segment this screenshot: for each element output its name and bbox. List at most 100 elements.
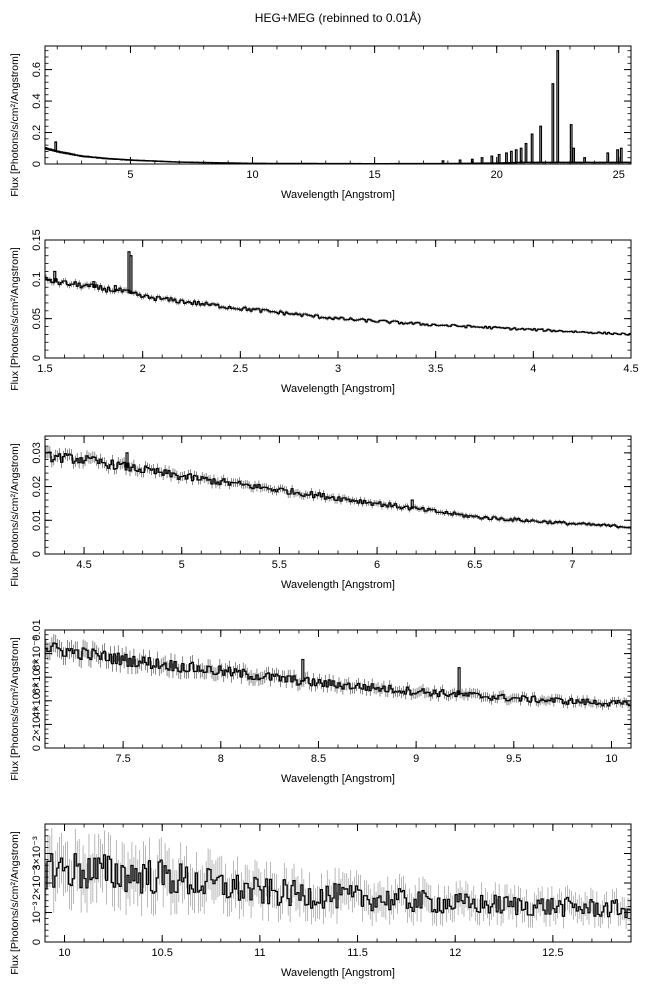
x-tick-label: 7.5 (115, 753, 130, 765)
x-tick-label: 7 (569, 559, 575, 571)
x-tick-label: 10 (246, 169, 258, 181)
y-axis-label: Flux [Photons/s/cm²/Angstrom] (9, 247, 21, 391)
x-tick-label: 12.5 (542, 947, 563, 959)
panel-1: 5 10 15 20 25 0 0.2 0.4 0.6 Wavelength [Angstrom]… (9, 45, 632, 201)
emission-line-2 (92, 281, 96, 288)
emission-line-1 (125, 452, 129, 468)
y-tick-label: 0.01 (31, 619, 43, 640)
x-tick-label: 5.5 (272, 559, 287, 571)
panel-3: 4.5 5 5.5 6 6.5 7 0 0.01 0.02 0.03 Wavelength [Ang… (9, 435, 632, 591)
error-bars (45, 446, 631, 530)
spectrum-line (45, 642, 631, 707)
emission-line-17 (569, 124, 573, 164)
y-tick-label: 4×10⁻³ (31, 683, 43, 718)
y-tick-label: 0 (31, 939, 43, 945)
x-tick-label: 2.5 (233, 363, 248, 375)
y-axis-label: Flux [Photons/s/cm²/Angstrom] (9, 831, 21, 975)
x-tick-label: 5 (127, 169, 133, 181)
y-tick-label: 0.1 (31, 272, 43, 287)
x-tick-label: 2 (140, 363, 146, 375)
y-tick-label: 0.6 (31, 62, 43, 77)
x-axis-label: Wavelength [Angstrom] (281, 773, 395, 785)
x-tick-label: 20 (491, 169, 503, 181)
x-tick-label: 4 (530, 363, 536, 375)
y-tick-label: 0.15 (31, 229, 43, 250)
emission-line-19 (583, 157, 587, 164)
figure-title: HEG+MEG (rebinned to 0.01Å) (255, 10, 421, 25)
x-tick-label: 25 (613, 169, 625, 181)
spectrum-series (45, 634, 631, 710)
y-tick-label: 2×10⁻³ (31, 707, 43, 742)
y-tick-label: 0.4 (31, 93, 43, 108)
emission-line-1 (54, 141, 58, 152)
x-tick-label: 10.5 (151, 947, 172, 959)
y-tick-label: 0.2 (31, 125, 43, 140)
y-axis-label: Flux [Photons/s/cm²/Angstrom] (9, 443, 21, 587)
error-bars (44, 146, 632, 164)
y-tick-label: 0.02 (31, 476, 43, 497)
emission-line-2 (410, 499, 414, 509)
emission-line-13 (530, 133, 534, 164)
y-tick-label: 0 (31, 745, 43, 751)
x-tick-label: 3 (335, 363, 341, 375)
emission-line-2 (457, 667, 461, 696)
y-tick-label: 6×10⁻³ (31, 660, 43, 695)
y-tick-label: 0.05 (31, 308, 43, 329)
emission-line-14 (539, 125, 543, 164)
x-tick-label: 4.5 (76, 559, 91, 571)
spectrum-series (45, 446, 631, 530)
y-tick-label: 0 (31, 355, 43, 361)
emission-line-3 (458, 159, 462, 165)
emission-line-12 (524, 142, 528, 164)
y-tick-label: 0.01 (31, 510, 43, 531)
error-bars (45, 828, 631, 929)
spectrum-line (45, 276, 631, 336)
panel-2: 1.5 2 2.5 3 3.5 4 4.5 0 0.05 0.1 0.15 Wavelength [A… (9, 229, 639, 395)
spectrum-series (44, 50, 632, 165)
plot-frame (44, 239, 632, 359)
x-tick-label: 6.5 (467, 559, 482, 571)
emission-line-1 (53, 270, 57, 282)
y-tick-label: 0.03 (31, 442, 43, 463)
plot-frame (44, 435, 632, 555)
emission-line-8 (505, 152, 508, 164)
emission-line-11 (519, 147, 523, 164)
y-tick-label: 0 (31, 161, 43, 167)
emission-line-10 (514, 149, 518, 164)
plot-frame (44, 629, 632, 749)
emission-line-21 (616, 149, 619, 164)
plot-frame (44, 45, 632, 165)
y-tick-label: 2×10⁻³ (31, 866, 43, 901)
y-tick-label: 0 (31, 551, 43, 557)
emission-line-9 (509, 150, 513, 164)
emission-line-20 (606, 152, 610, 164)
plot-frame (44, 823, 632, 943)
emission-line-18 (572, 147, 576, 164)
x-tick-label: 9 (413, 753, 419, 765)
x-tick-label: 10 (58, 947, 70, 959)
x-tick-label: 8 (218, 753, 224, 765)
spectrum-line (45, 853, 631, 919)
y-tick-label: 3×10⁻³ (31, 836, 43, 871)
panel-4: 7.5 8 8.5 9 9.5 10 0 2×10⁻³4×10⁻³6×10⁻³8×10⁻³0.… (9, 619, 632, 785)
x-tick-label: 11.5 (347, 947, 368, 959)
x-axis-label: Wavelength [Angstrom] (281, 189, 395, 201)
emission-line-7 (497, 153, 501, 164)
x-tick-label: 4.5 (623, 363, 638, 375)
emission-line-16 (556, 50, 560, 164)
x-tick-label: 15 (369, 169, 381, 181)
emission-line-1 (301, 658, 305, 682)
panel-5: 10 10.5 11 11.5 12 12.5 0 10⁻³2×10⁻³3×10⁻³ Wavel… (9, 823, 632, 979)
spectrum-series (45, 828, 631, 929)
x-tick-label: 12 (449, 947, 461, 959)
x-tick-label: 11 (254, 947, 265, 959)
x-tick-label: 8.5 (311, 753, 326, 765)
emission-line-15 (551, 83, 555, 164)
emission-line-5 (480, 157, 484, 164)
emission-line-6 (490, 155, 494, 164)
error-bars (45, 274, 631, 336)
spectrum-series (45, 251, 631, 336)
emission-line-2 (441, 160, 445, 165)
x-axis-label: Wavelength [Angstrom] (281, 967, 395, 979)
